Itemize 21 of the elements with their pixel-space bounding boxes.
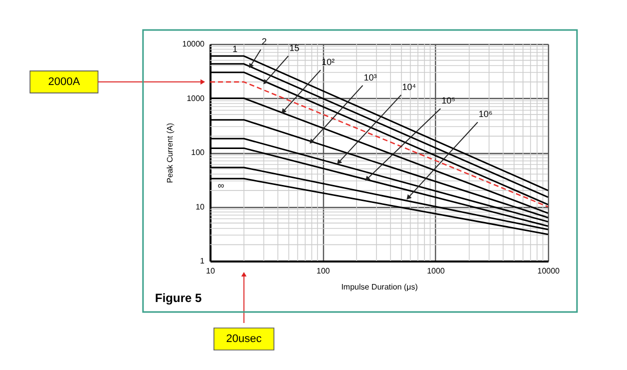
text: 2000A xyxy=(48,76,81,88)
annotation: 10³ xyxy=(364,72,377,82)
x-tick-label: 10 xyxy=(206,266,216,276)
y-tick-label: 10 xyxy=(196,202,206,212)
x-tick-label: 10000 xyxy=(537,266,560,276)
x-axis-title: Impulse Duration (μs) xyxy=(341,282,418,292)
y-tick-label: 1000 xyxy=(186,94,206,103)
annotation: 10⁴ xyxy=(402,82,416,92)
annotation: 10⁶ xyxy=(478,109,493,120)
x-tick-label: 100 xyxy=(316,266,330,276)
text: Figure 5 xyxy=(155,291,202,305)
y-tick-label: 10000 xyxy=(182,40,206,48)
annotation: 10² xyxy=(322,57,335,68)
annotation: 15 xyxy=(289,42,300,53)
text: 20usec xyxy=(226,333,262,345)
annotation: ∞ xyxy=(218,180,225,191)
annotation: 1 xyxy=(232,44,238,54)
y-tick-label: 100 xyxy=(191,148,206,157)
y-tick-label: 1 xyxy=(200,256,206,266)
x-tick-label: 1000 xyxy=(426,266,446,276)
y-axis-title: Peak Current (A) xyxy=(165,122,174,184)
